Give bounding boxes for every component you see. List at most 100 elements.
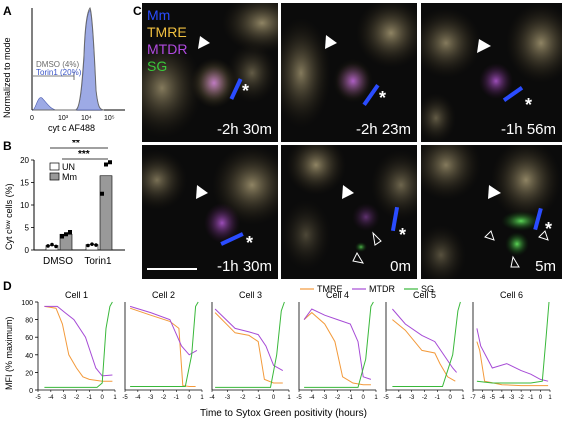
d-xtick: -3 (509, 395, 515, 401)
b-ytick: 10 (20, 201, 29, 210)
panel-label-a: A (3, 4, 12, 18)
d-xtick: -1 (528, 395, 534, 401)
point-mm (60, 234, 64, 239)
panel-b-bar-chart: Cyt cˡᵒʷ cells (%) 0 5 10 15 20 UN Mm ** ***… (4, 140, 125, 267)
point-un (50, 242, 54, 247)
series-tmre-cell-2 (129, 307, 196, 387)
d-xtick: -2 (422, 395, 428, 401)
b-ytick: 15 (20, 179, 29, 188)
d-xtick: -2 (518, 395, 524, 401)
tick-a-1: 10³ (58, 115, 69, 122)
series-mtdr-cell-1 (44, 305, 113, 377)
series-sg-cell-1 (44, 301, 113, 388)
cell-title-5: Cell 5 (413, 290, 436, 300)
series-sg-cell-3 (215, 301, 285, 388)
series-mtdr-cell-2 (129, 305, 198, 356)
sig-double-star: ** (72, 140, 80, 149)
open-arrowhead (538, 230, 549, 241)
d-xtick: -3 (148, 395, 154, 401)
d-xtick: -2 (161, 395, 167, 401)
point-mm (104, 162, 108, 167)
d-xtick: -5 (35, 395, 41, 401)
time-label-5: 0m (390, 258, 411, 275)
d-ytick: 60 (25, 335, 33, 342)
point-mm (64, 232, 68, 237)
series-mtdr-cell-5 (392, 308, 457, 373)
channel-sg: SG (147, 58, 168, 74)
d-xtick: -1 (87, 395, 93, 401)
b-ytick: 20 (20, 156, 29, 165)
time-label-6: 5m (535, 258, 556, 275)
asterisk-2: * (379, 88, 387, 108)
open-arrowhead (510, 255, 520, 268)
legend-sg: SG (421, 284, 434, 294)
d-xtick: -2 (74, 395, 80, 401)
panel-d-xlabel: Time to Sytox Green positivity (hours) (200, 408, 367, 419)
d-xtick: -1 (174, 395, 180, 401)
d-xtick: -3 (61, 395, 67, 401)
micro-frame-6: * 5m (421, 145, 562, 279)
asterisk-1: * (242, 81, 250, 101)
panel-label-d: D (3, 279, 12, 293)
open-arrowhead (372, 231, 382, 246)
asterisk-6: * (545, 219, 553, 239)
d-xtick: 0 (272, 395, 276, 401)
micro-frame-5: * 0m (281, 145, 417, 279)
d-xtick: -5 (296, 395, 302, 401)
d-xtick: -5 (490, 395, 496, 401)
time-label-1: -2h 30m (216, 121, 272, 138)
series-mtdr-cell-6 (476, 328, 549, 382)
d-xtick: -5 (383, 395, 389, 401)
arrowhead (342, 185, 354, 199)
point-un (90, 242, 94, 246)
legend-un: UN (62, 162, 75, 172)
series-sg-cell-6 (476, 301, 550, 384)
channel-mm: Mm (147, 7, 171, 23)
cell-title-1: Cell 1 (65, 290, 88, 300)
tick-a-2: 10⁴ (81, 115, 92, 122)
b-category: Torin1 (84, 256, 112, 267)
point-mm (68, 230, 72, 234)
time-label-2: -2h 23m (355, 121, 411, 138)
legend-tmre: TMRE (317, 284, 343, 294)
series-tmre-cell-3 (214, 312, 283, 384)
panel-label-c: C (133, 4, 142, 18)
point-un (86, 243, 90, 248)
point-un (54, 244, 58, 249)
dmso-histogram (33, 7, 105, 111)
d-xtick: -6 (480, 395, 486, 401)
legend-mm-swatch (49, 172, 60, 181)
micro-frame-2: * -2h 23m (281, 3, 417, 142)
micro-frame-1: Mm TMRE MTDR SG * -2h 30m (142, 3, 278, 142)
time-label-4: -1h 30m (216, 258, 272, 275)
d-ytick: 40 (25, 353, 33, 360)
d-xtick: -4 (209, 395, 215, 401)
series-tmre-cell-5 (392, 319, 456, 382)
open-arrowhead (352, 251, 365, 264)
bar-mm-torin1 (99, 175, 113, 251)
series-sg-cell-5 (392, 301, 461, 387)
d-xtick: -1 (435, 395, 441, 401)
time-label-3: -1h 56m (500, 121, 556, 138)
tick-a-0: 0 (30, 115, 34, 122)
d-xtick: -3 (225, 395, 231, 401)
panel-d-line-charts: MFI (% maximum) TMRE MTDR SG 02040608010… (4, 284, 552, 419)
d-xtick: -4 (396, 395, 402, 401)
d-xtick: 0 (187, 395, 191, 401)
d-xtick: 0 (361, 395, 365, 401)
d-xtick: -3 (322, 395, 328, 401)
open-arrowhead (484, 230, 495, 241)
point-mm (108, 160, 112, 165)
d-xtick: -1 (348, 395, 354, 401)
d-xtick: 1 (200, 395, 204, 401)
series-tmre-cell-6 (476, 341, 549, 387)
d-xtick: -4 (309, 395, 315, 401)
point-mm (100, 191, 104, 196)
arrowhead (488, 185, 501, 199)
d-xtick: -5 (122, 395, 128, 401)
micro-frame-3: * -1h 56m (421, 3, 562, 142)
cell-title-3: Cell 3 (239, 290, 262, 300)
series-mtdr-cell-4 (303, 308, 372, 380)
d-xtick: 0 (448, 395, 452, 401)
point-un (94, 243, 98, 247)
